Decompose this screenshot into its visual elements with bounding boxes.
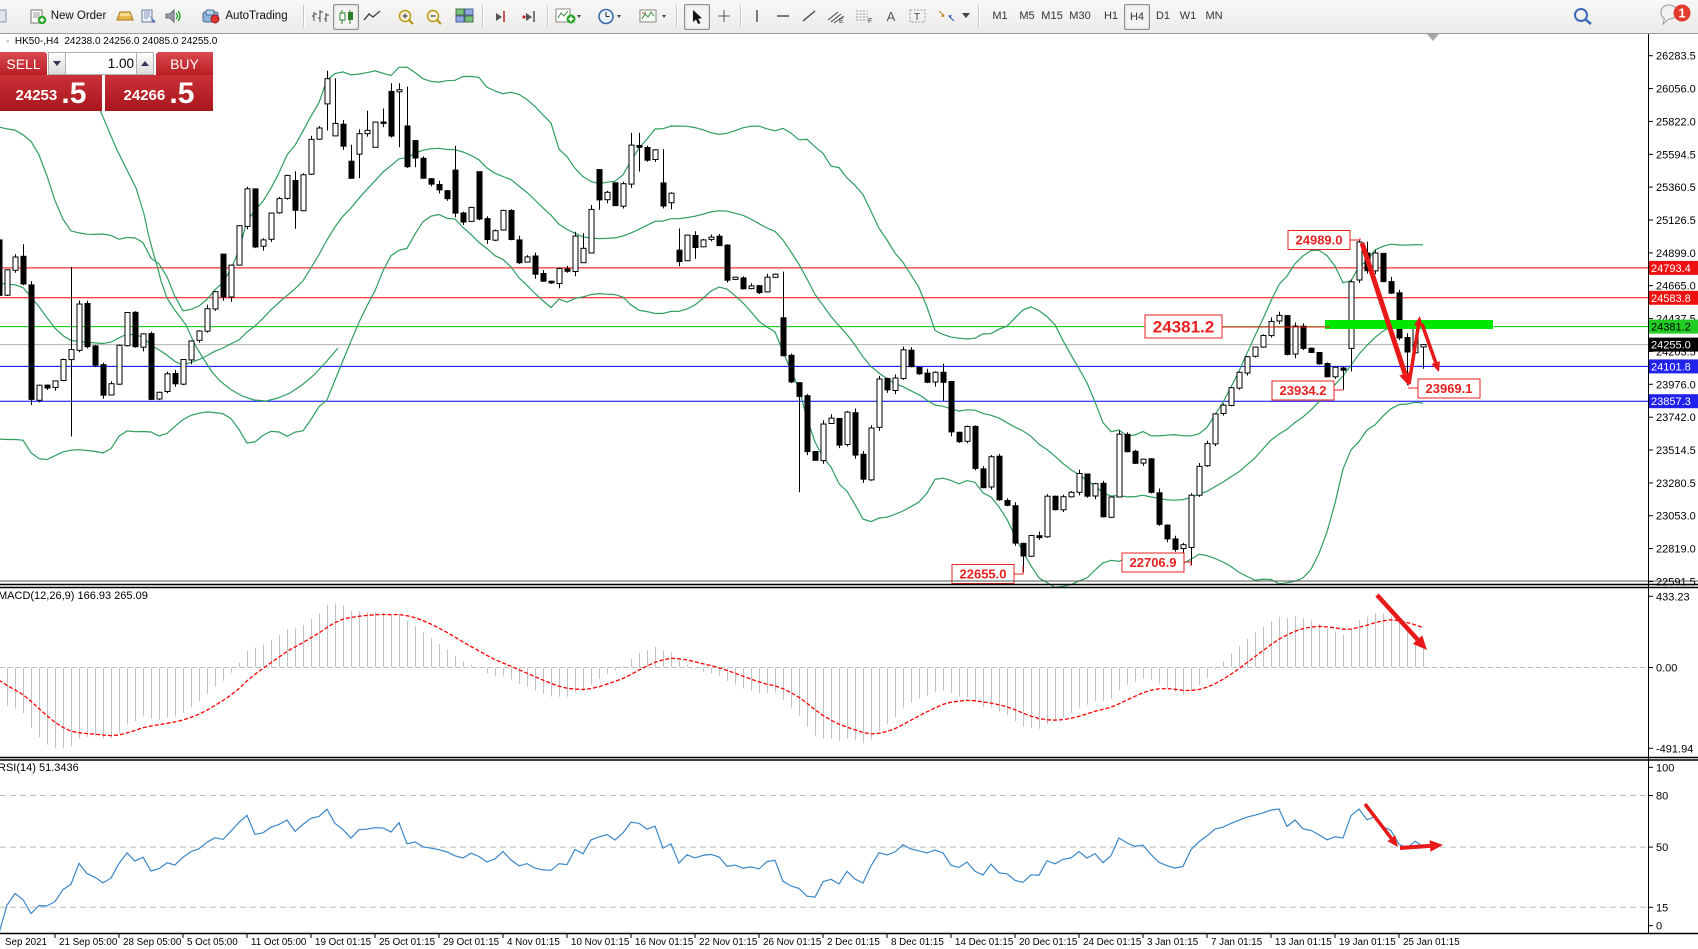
svg-text:22 Nov 01:15: 22 Nov 01:15 (699, 937, 758, 948)
svg-text:8 Dec 01:15: 8 Dec 01:15 (891, 937, 944, 948)
svg-text:2 Dec 01:15: 2 Dec 01:15 (827, 937, 880, 948)
svg-text:24 Dec 01:15: 24 Dec 01:15 (1083, 937, 1142, 948)
svg-text:25 Oct 01:15: 25 Oct 01:15 (379, 937, 436, 948)
svg-text:26 Nov 01:15: 26 Nov 01:15 (763, 937, 822, 948)
svg-text:25126.5: 25126.5 (1656, 215, 1696, 227)
svg-text:-491.94: -491.94 (1656, 743, 1693, 755)
svg-text:4 Nov 01:15: 4 Nov 01:15 (507, 937, 560, 948)
svg-text:23280.5: 23280.5 (1656, 478, 1696, 490)
svg-text:25594.5: 25594.5 (1656, 149, 1696, 161)
svg-text:24101.8: 24101.8 (1651, 361, 1691, 373)
svg-text:25 Jan 01:15: 25 Jan 01:15 (1403, 937, 1460, 948)
svg-text:24899.0: 24899.0 (1656, 248, 1696, 260)
svg-text:50: 50 (1656, 842, 1668, 854)
svg-text:24381.2: 24381.2 (1651, 322, 1691, 334)
svg-text:23742.0: 23742.0 (1656, 412, 1696, 424)
svg-text:21 Sep 05:00: 21 Sep 05:00 (59, 937, 118, 948)
svg-text:24381.2: 24381.2 (1153, 318, 1214, 337)
svg-text:23934.2: 23934.2 (1280, 383, 1327, 398)
svg-text:23514.5: 23514.5 (1656, 445, 1696, 457)
svg-text:100: 100 (1656, 762, 1674, 774)
svg-text:25822.0: 25822.0 (1656, 116, 1696, 128)
svg-text:80: 80 (1656, 791, 1668, 803)
svg-text:0.00: 0.00 (1656, 663, 1677, 675)
svg-text:MACD(12,26,9) 166.93 265.09: MACD(12,26,9) 166.93 265.09 (0, 590, 148, 602)
svg-text:11 Oct 05:00: 11 Oct 05:00 (251, 937, 307, 948)
svg-text:29 Oct 01:15: 29 Oct 01:15 (443, 937, 500, 948)
svg-text:22655.0: 22655.0 (960, 567, 1007, 582)
svg-text:10 Nov 01:15: 10 Nov 01:15 (571, 937, 630, 948)
svg-text:T: T (914, 12, 920, 23)
svg-text:F: F (868, 18, 872, 24)
svg-text:24255.0: 24255.0 (1651, 340, 1691, 352)
svg-text:22706.9: 22706.9 (1130, 555, 1177, 570)
svg-text:23976.0: 23976.0 (1656, 379, 1696, 391)
svg-text:26056.0: 26056.0 (1656, 84, 1696, 96)
svg-text:25360.5: 25360.5 (1656, 182, 1696, 194)
svg-text:19 Oct 01:15: 19 Oct 01:15 (315, 937, 372, 948)
svg-text:3 Jan 01:15: 3 Jan 01:15 (1147, 937, 1199, 948)
svg-text:E: E (839, 18, 844, 24)
svg-text:Sep 2021: Sep 2021 (5, 937, 47, 948)
svg-text:23053.0: 23053.0 (1656, 511, 1696, 523)
svg-text:1: 1 (1678, 6, 1685, 21)
svg-text:22819.0: 22819.0 (1656, 544, 1696, 556)
svg-text:14 Dec 01:15: 14 Dec 01:15 (955, 937, 1014, 948)
svg-text:16 Nov 01:15: 16 Nov 01:15 (635, 937, 694, 948)
svg-text:23969.1: 23969.1 (1426, 381, 1473, 396)
svg-text:5 Oct 05:00: 5 Oct 05:00 (187, 937, 238, 948)
svg-text:24989.0: 24989.0 (1296, 233, 1343, 248)
svg-text:15: 15 (1656, 902, 1668, 914)
svg-text:0: 0 (1656, 921, 1662, 933)
svg-text:22591.5: 22591.5 (1656, 577, 1696, 589)
svg-text:433.23: 433.23 (1656, 591, 1690, 603)
svg-text:26283.5: 26283.5 (1656, 51, 1696, 63)
svg-text:24793.4: 24793.4 (1651, 263, 1691, 275)
svg-text:20 Dec 01:15: 20 Dec 01:15 (1019, 937, 1078, 948)
svg-text:7 Jan 01:15: 7 Jan 01:15 (1211, 937, 1263, 948)
svg-text:28 Sep 05:00: 28 Sep 05:00 (123, 937, 182, 948)
svg-text:24583.8: 24583.8 (1651, 293, 1691, 305)
svg-text:24665.0: 24665.0 (1656, 281, 1696, 293)
svg-text:RSI(14) 51.3436: RSI(14) 51.3436 (0, 762, 79, 774)
svg-text:23857.3: 23857.3 (1651, 396, 1691, 408)
svg-text:19 Jan 01:15: 19 Jan 01:15 (1339, 937, 1396, 948)
svg-text:13 Jan 01:15: 13 Jan 01:15 (1275, 937, 1332, 948)
